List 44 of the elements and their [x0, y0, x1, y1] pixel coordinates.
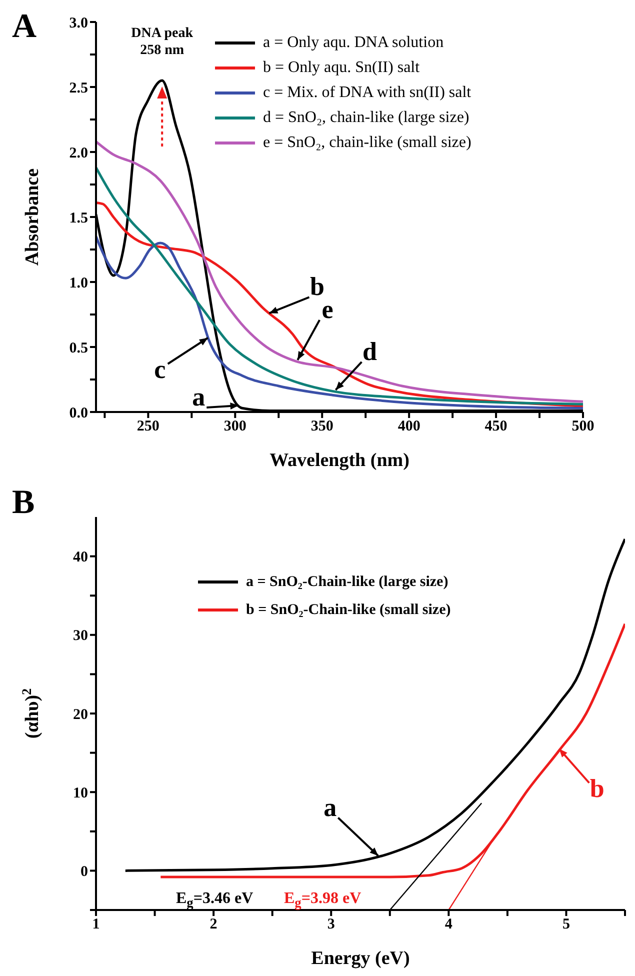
annotation: a: [324, 792, 337, 822]
annotation: E$_{g}$=3.98 eV: [284, 890, 362, 912]
annotation: DNA peak 258 nm: [131, 26, 194, 58]
y-tick-label: 1.5: [69, 210, 88, 226]
y-tick-label: 30: [73, 628, 88, 644]
annotation: c: [154, 354, 166, 384]
x-axis-title: Energy (eV): [311, 948, 410, 969]
legend-label: d = SnO₂, chain-like (large size): [263, 108, 470, 126]
y-tick-label: 0: [80, 864, 88, 880]
annotation: b: [590, 774, 604, 803]
y-tick-label: 2.0: [69, 145, 88, 162]
x-tick-label: 450: [484, 418, 508, 435]
x-tick-label: 350: [310, 418, 334, 435]
annotation: b: [310, 272, 324, 302]
annotation: a: [192, 382, 206, 412]
annotation: d: [362, 336, 378, 366]
y-axis-title: Absorbance: [22, 168, 43, 266]
y-tick-label: 0.0: [69, 405, 88, 422]
annotation: e: [322, 294, 334, 324]
legend-label: c = Mix. of DNA with sn(II) salt: [263, 84, 472, 102]
y-tick-label: 2.5: [69, 80, 88, 96]
x-tick-label: 1: [92, 916, 100, 933]
x-tick-label: 2: [210, 916, 218, 933]
y-tick-label: 1.0: [69, 275, 88, 292]
y-tick-label: 10: [73, 785, 88, 802]
x-tick-label: 300: [224, 418, 246, 435]
x-tick-label: 3: [327, 916, 335, 933]
x-tick-label: 5: [562, 916, 570, 933]
y-tick-label: 40: [73, 550, 88, 566]
x-tick-label: 4: [444, 916, 453, 933]
chart-title: B: [12, 484, 35, 522]
y-tick-label: 3.0: [69, 15, 88, 32]
legend-label: b = Only aqu. Sn(II) salt: [263, 58, 420, 76]
y-tick-label: 0.5: [69, 340, 88, 356]
legend-label: e = SnO₂, chain-like (small size): [263, 134, 472, 152]
x-tick-label: 400: [398, 418, 420, 435]
x-tick-label: 500: [572, 418, 594, 435]
legend-label: a = Only aqu. DNA solution: [263, 34, 444, 52]
chart-title: A: [12, 8, 37, 46]
x-axis-title: Wavelength (nm): [270, 450, 410, 471]
y-tick-label: 20: [73, 706, 88, 723]
x-tick-label: 250: [136, 418, 160, 435]
legend-label: b = SnO₂-Chain-like (small size): [246, 602, 451, 618]
legend-label: a = SnO₂-Chain-like (large size): [246, 574, 448, 590]
